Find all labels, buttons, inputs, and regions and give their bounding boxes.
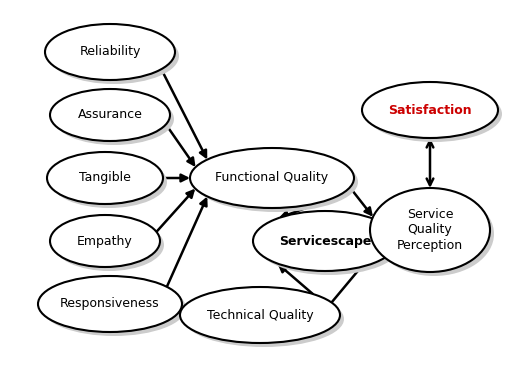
Text: Reliability: Reliability xyxy=(79,45,141,59)
Ellipse shape xyxy=(49,28,179,84)
Ellipse shape xyxy=(374,192,494,276)
Ellipse shape xyxy=(38,276,182,332)
Text: Satisfaction: Satisfaction xyxy=(388,104,472,117)
Ellipse shape xyxy=(47,152,163,204)
Text: Functional Quality: Functional Quality xyxy=(215,171,329,184)
Ellipse shape xyxy=(362,82,498,138)
Text: Tangible: Tangible xyxy=(79,171,131,184)
Ellipse shape xyxy=(257,215,401,275)
Ellipse shape xyxy=(54,219,164,271)
Ellipse shape xyxy=(42,280,186,336)
Ellipse shape xyxy=(366,86,502,142)
Text: Servicescape: Servicescape xyxy=(279,234,371,248)
Ellipse shape xyxy=(50,89,170,141)
Ellipse shape xyxy=(54,93,174,145)
Ellipse shape xyxy=(184,291,344,347)
Text: Technical Quality: Technical Quality xyxy=(207,309,313,322)
Ellipse shape xyxy=(180,287,340,343)
Ellipse shape xyxy=(45,24,175,80)
Text: Empathy: Empathy xyxy=(77,234,133,248)
Ellipse shape xyxy=(190,148,354,208)
Ellipse shape xyxy=(253,211,397,271)
Text: Responsiveness: Responsiveness xyxy=(60,298,160,311)
Ellipse shape xyxy=(370,188,490,272)
Ellipse shape xyxy=(50,215,160,267)
Text: Service
Quality
Perception: Service Quality Perception xyxy=(397,208,463,251)
Text: Assurance: Assurance xyxy=(78,109,143,122)
Ellipse shape xyxy=(194,152,358,212)
Ellipse shape xyxy=(51,156,167,208)
